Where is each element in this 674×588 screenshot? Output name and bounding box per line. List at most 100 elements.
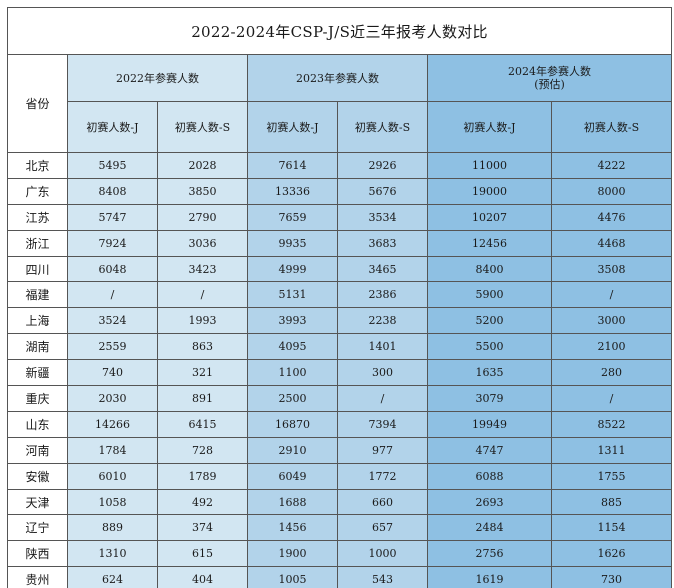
- province-cell: 江苏: [7, 203, 68, 231]
- value-2022-s: 615: [157, 540, 248, 568]
- table-row: 陕西 1310 615 1900 1000 2756 1626: [7, 540, 673, 568]
- value-2023-s: 3683: [337, 229, 428, 257]
- table-row: 四川 6048 3423 4999 3465 8400 3508: [7, 255, 673, 283]
- value-2024-j: 19000: [427, 177, 552, 205]
- table-row: 广东 8408 3850 13336 5676 19000 8000: [7, 177, 673, 205]
- value-2022-j: 6010: [67, 462, 158, 490]
- value-2024-s: 4476: [550, 203, 673, 231]
- value-2022-s: 863: [157, 333, 248, 361]
- value-2023-j: 3993: [247, 307, 338, 335]
- table-row: 北京 5495 2028 7614 2926 11000 4222: [7, 152, 673, 179]
- table-row: 贵州 624 404 1005 543 1619 730: [7, 566, 673, 588]
- table-row: 安徽 6010 1789 6049 1772 6088 1755: [7, 462, 673, 490]
- value-2022-j: 1058: [67, 488, 158, 516]
- value-2023-j: 13336: [247, 177, 338, 205]
- value-2022-s: 3036: [157, 229, 248, 257]
- province-cell: 新疆: [7, 359, 68, 387]
- value-2023-s: 1000: [337, 540, 428, 568]
- value-2023-s: 2386: [337, 281, 428, 309]
- province-cell: 重庆: [7, 385, 68, 412]
- value-2024-s: 4222: [550, 152, 673, 179]
- province-cell: 安徽: [7, 462, 68, 490]
- table-body: 北京 5495 2028 7614 2926 11000 4222 广东 8408 3850 133…: [7, 152, 673, 588]
- value-2022-j: 1310: [67, 540, 158, 568]
- value-2023-j: 1456: [247, 514, 338, 542]
- value-2024-j: 5200: [427, 307, 552, 335]
- value-2023-j: 2910: [247, 436, 338, 464]
- title-row: 2022-2024年CSP-J/S近三年报考人数对比: [6, 7, 673, 55]
- sub-header-2023-j: 初赛人数-J: [247, 101, 338, 153]
- value-2023-s: 977: [337, 436, 428, 464]
- value-2023-j: 7614: [247, 152, 338, 179]
- value-2023-s: 5676: [337, 177, 428, 205]
- province-cell: 浙江: [7, 229, 68, 257]
- value-2023-s: /: [337, 385, 428, 412]
- value-2024-j: 2756: [427, 540, 552, 568]
- table-row: 山东 14266 6415 16870 7394 19949 8522: [7, 410, 673, 438]
- value-2022-j: 1784: [67, 436, 158, 464]
- value-2024-j: 4747: [427, 436, 552, 464]
- value-2023-j: 1688: [247, 488, 338, 516]
- value-2024-s: /: [550, 385, 673, 412]
- province-cell: 福建: [7, 281, 68, 309]
- table-row: 福建 //5131 2386 5900/: [7, 281, 673, 309]
- value-2022-s: 728: [157, 436, 248, 464]
- value-2022-j: 889: [67, 514, 158, 542]
- value-2023-j: 7659: [247, 203, 338, 231]
- value-2022-j: 7924: [67, 229, 158, 257]
- group-header-2023: 2023年参赛人数: [247, 54, 428, 102]
- value-2023-j: 5131: [247, 281, 338, 309]
- value-2024-s: 885: [550, 488, 673, 516]
- province-cell: 广东: [7, 177, 68, 205]
- value-2022-j: 5495: [67, 152, 158, 179]
- table-row: 江苏 5747 2790 7659 3534 10207 4476: [7, 203, 673, 231]
- value-2024-s: 3000: [550, 307, 673, 335]
- value-2024-j: 12456: [427, 229, 552, 257]
- value-2023-j: 1005: [247, 566, 338, 588]
- value-2024-j: 10207: [427, 203, 552, 231]
- table-row: 河南 1784 728 2910 977 4747 1311: [7, 436, 673, 464]
- value-2023-j: 6049: [247, 462, 338, 490]
- table-row: 湖南 2559 863 4095 1401 5500 2100: [7, 333, 673, 361]
- value-2022-s: 374: [157, 514, 248, 542]
- value-2023-j: 2500: [247, 385, 338, 412]
- group-header-2024-note: (预估): [534, 78, 565, 91]
- table-title: 2022-2024年CSP-J/S近三年报考人数对比: [6, 7, 673, 55]
- sub-header-2023-s: 初赛人数-S: [337, 101, 428, 153]
- group-header-2024: 2024年参赛人数 (预估): [426, 54, 673, 102]
- value-2022-s: 404: [157, 566, 248, 588]
- value-2024-s: 1755: [550, 462, 673, 490]
- value-2022-s: 2790: [157, 203, 248, 231]
- value-2024-s: 730: [550, 566, 673, 588]
- sub-header-2024-j: 初赛人数-J: [427, 101, 552, 153]
- value-2023-s: 543: [337, 566, 428, 588]
- value-2024-j: 6088: [427, 462, 552, 490]
- value-2022-j: /: [67, 281, 158, 309]
- value-2023-s: 300: [337, 359, 428, 387]
- value-2022-j: 2030: [67, 385, 158, 412]
- value-2022-s: 1789: [157, 462, 248, 490]
- value-2023-j: 4095: [247, 333, 338, 361]
- province-cell: 湖南: [7, 333, 68, 361]
- table-row: 上海 3524 1993 3993 2238 5200 3000: [7, 307, 673, 335]
- value-2023-s: 1772: [337, 462, 428, 490]
- value-2024-s: 1311: [550, 436, 673, 464]
- value-2022-s: 6415: [157, 410, 248, 438]
- value-2024-s: 1626: [550, 540, 673, 568]
- value-2024-s: 280: [550, 359, 673, 387]
- value-2022-s: 891: [157, 385, 248, 412]
- province-cell: 天津: [7, 488, 68, 516]
- value-2022-j: 14266: [67, 410, 158, 438]
- value-2024-j: 5500: [427, 333, 552, 361]
- province-cell: 贵州: [7, 566, 68, 588]
- value-2024-j: 8400: [427, 255, 552, 283]
- value-2022-s: 3423: [157, 255, 248, 283]
- province-cell: 陕西: [7, 540, 68, 568]
- value-2022-s: /: [157, 281, 248, 309]
- province-cell: 河南: [7, 436, 68, 464]
- value-2023-s: 660: [337, 488, 428, 516]
- table-row: 浙江 7924 3036 9935 3683 12456 4468: [7, 229, 673, 257]
- value-2024-s: /: [550, 281, 673, 309]
- province-cell: 辽宁: [7, 514, 68, 542]
